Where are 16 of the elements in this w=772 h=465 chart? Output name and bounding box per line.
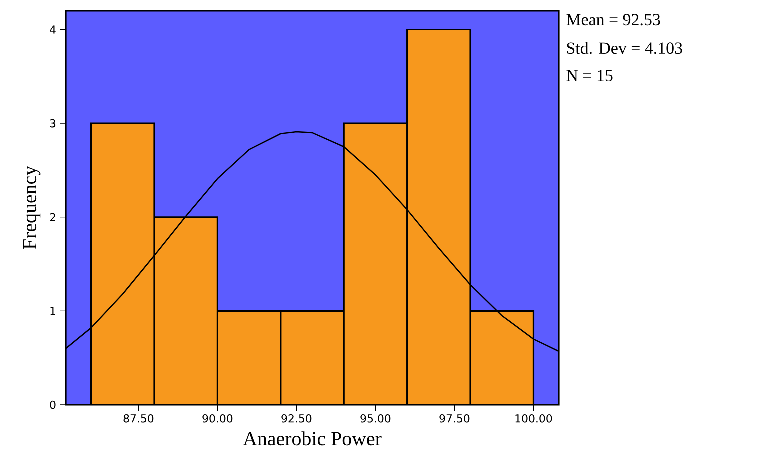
x-tick-label: 95.00 <box>360 414 391 423</box>
x-tick-label: 92.50 <box>282 414 312 423</box>
y-tick-label: 0 <box>50 400 56 410</box>
y-tick-label: 4 <box>50 26 56 34</box>
y-tick-label: 1 <box>50 307 56 316</box>
x-tick-label: 87.50 <box>124 414 154 423</box>
y-tick-label: 2 <box>50 213 56 222</box>
y-tick-label: 3 <box>50 119 56 128</box>
x-axis-title: Anaerobic Power <box>243 432 382 446</box>
y-axis-title: Frequency <box>23 166 41 250</box>
x-tick-label: 90.00 <box>202 414 233 423</box>
x-tick-label: 97.50 <box>440 414 470 423</box>
text: N = 15 <box>566 70 613 82</box>
text: Mean = 92.53 <box>566 14 660 26</box>
text: Std. Dev = 4.103 <box>567 42 682 54</box>
x-tick-label: 100.00 <box>516 414 552 423</box>
